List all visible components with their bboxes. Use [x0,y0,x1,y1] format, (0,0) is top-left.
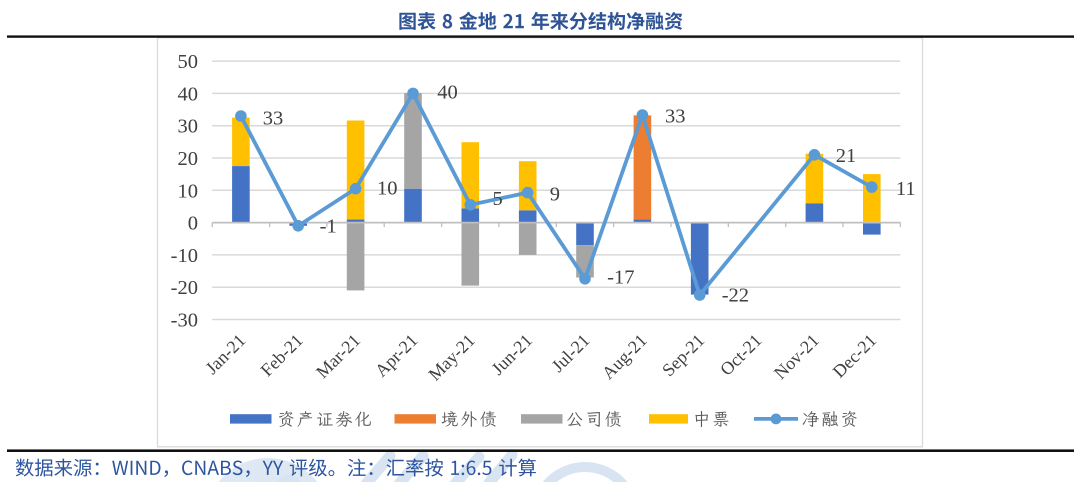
svg-text:40: 40 [437,81,458,103]
svg-text:21: 21 [836,145,857,167]
svg-text:10: 10 [178,180,199,202]
svg-text:11: 11 [896,178,916,200]
svg-text:50: 50 [178,51,199,73]
svg-text:30: 30 [178,116,199,138]
svg-text:33: 33 [263,107,284,129]
svg-text:-22: -22 [722,285,749,307]
svg-text:20: 20 [178,148,199,170]
svg-text:40: 40 [178,83,199,105]
svg-text:5: 5 [492,188,502,210]
svg-text:33: 33 [665,105,686,127]
svg-text:-30: -30 [171,310,198,332]
svg-text:0: 0 [188,213,198,235]
svg-text:-17: -17 [607,267,634,289]
svg-text:9: 9 [550,183,560,205]
svg-text:-20: -20 [171,277,198,299]
svg-text:-10: -10 [171,245,198,267]
svg-text:-1: -1 [320,215,337,237]
svg-text:10: 10 [377,178,398,200]
